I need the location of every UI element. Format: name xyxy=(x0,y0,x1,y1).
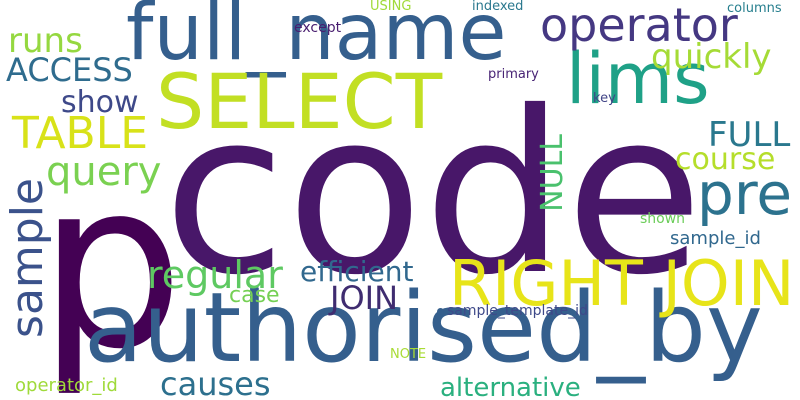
word-authorised-by: authorised_by xyxy=(84,272,763,384)
word-efficient: efficient xyxy=(300,255,414,288)
word-pre: pre xyxy=(697,160,793,228)
word-alternative: alternative xyxy=(440,373,581,400)
word-causes: causes xyxy=(160,365,271,400)
word-operator: operator xyxy=(540,0,738,52)
word-sample: sample xyxy=(2,178,53,338)
word-sample-id: sample_id xyxy=(670,228,761,249)
word-columns: columns xyxy=(727,1,782,16)
word-case: case xyxy=(229,283,280,308)
word-except: except xyxy=(294,20,342,36)
word-null: NULL xyxy=(535,134,570,212)
word-course: course xyxy=(675,142,776,177)
word-quickly: quickly xyxy=(651,37,772,77)
word-indexed: indexed xyxy=(472,0,524,14)
word-operator-id: operator_id xyxy=(15,375,118,396)
word-full-name: full_name xyxy=(126,0,507,78)
word-p: p xyxy=(38,133,184,400)
word-table: TABLE xyxy=(12,108,149,159)
word-show: show xyxy=(61,85,139,120)
word-right-join: RIGHT JOIN xyxy=(449,247,795,320)
bullet-dot xyxy=(437,308,444,315)
word-primary: primary xyxy=(488,67,539,82)
word-query: query xyxy=(46,149,162,195)
word-join: JOIN xyxy=(330,279,398,317)
word-full: FULL xyxy=(708,115,791,155)
word-select: SELECT xyxy=(156,57,443,146)
word-access: ACCESS xyxy=(6,51,133,89)
word-lims: lims xyxy=(566,38,710,120)
word-shown: shown xyxy=(640,211,686,227)
word-sample-template-id: sample_template_id xyxy=(447,303,588,319)
word-using: USING xyxy=(370,0,412,14)
word-runs: runs xyxy=(8,21,83,61)
word-note: NOTE xyxy=(390,347,427,362)
word-code: code xyxy=(163,63,704,324)
word-regular: regular xyxy=(147,253,283,297)
word-key: key xyxy=(593,91,616,106)
